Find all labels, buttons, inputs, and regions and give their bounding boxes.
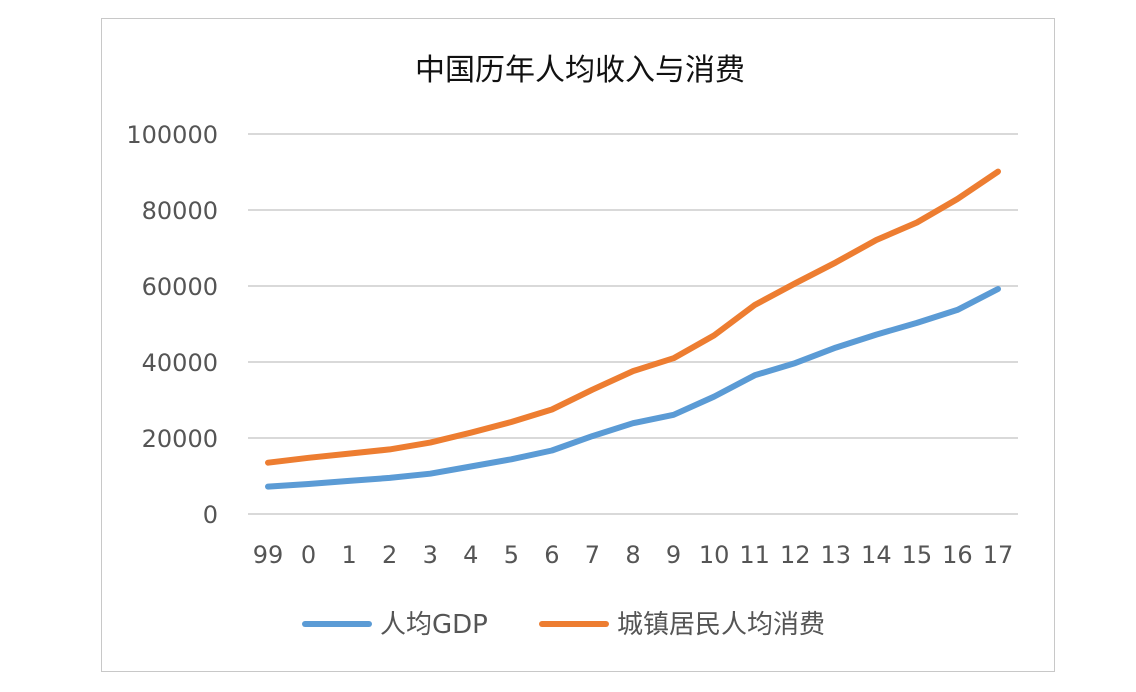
- x-tick-label: 8: [625, 541, 640, 569]
- series-line: [265, 286, 1001, 490]
- x-tick-label: 7: [585, 541, 600, 569]
- y-tick-label: 20000: [142, 425, 218, 453]
- x-tick-label: 3: [423, 541, 438, 569]
- x-tick-label: 1: [341, 541, 356, 569]
- series-lines: [265, 168, 1001, 490]
- y-tick-label: 0: [203, 501, 218, 529]
- x-tick-label: 13: [821, 541, 852, 569]
- legend-label: 人均GDP: [380, 610, 488, 640]
- y-tick-label: 60000: [142, 273, 218, 301]
- x-tick-label: 14: [861, 541, 892, 569]
- x-tick-label: 9: [666, 541, 681, 569]
- x-tick-label: 12: [780, 541, 811, 569]
- x-tick-label: 5: [504, 541, 519, 569]
- x-axis-tick-labels: 99 0 1 2 3 4 5 6 7 8 9 10 11 12 13 14 15 16 17: [253, 541, 1014, 569]
- x-tick-label: 99: [253, 541, 284, 569]
- x-tick-label: 0: [301, 541, 316, 569]
- chart-frame: [101, 18, 1055, 672]
- legend-label: 城镇居民人均消费: [617, 610, 825, 640]
- x-tick-label: 11: [739, 541, 770, 569]
- x-tick-label: 6: [544, 541, 559, 569]
- x-tick-label: 15: [902, 541, 933, 569]
- series-line: [265, 168, 1001, 466]
- y-axis-tick-labels: 0 20000 40000 60000 80000 100000: [126, 121, 218, 529]
- gridlines: [248, 133, 1018, 515]
- legend: 人均GDP 城镇居民人均消费: [302, 610, 825, 640]
- x-tick-label: 10: [699, 541, 730, 569]
- x-tick-label: 4: [463, 541, 478, 569]
- y-tick-label: 80000: [142, 197, 218, 225]
- chart-title: 中国历年人均收入与消费: [415, 53, 745, 88]
- x-tick-label: 17: [983, 541, 1014, 569]
- x-tick-label: 2: [382, 541, 397, 569]
- y-tick-label: 100000: [126, 121, 218, 149]
- y-tick-label: 40000: [142, 349, 218, 377]
- x-tick-label: 16: [942, 541, 973, 569]
